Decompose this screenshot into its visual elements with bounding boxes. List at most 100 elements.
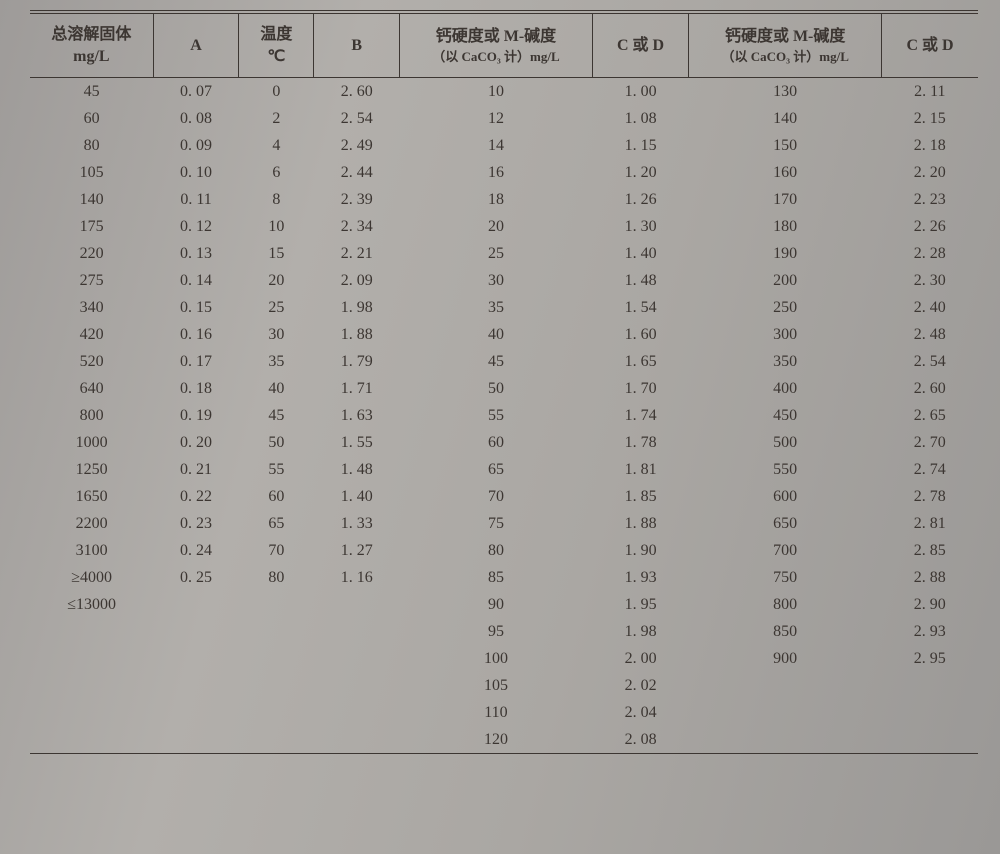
table-row: 3400. 15251. 98351. 542502. 40 (30, 294, 978, 321)
table-cell: 1. 48 (592, 267, 688, 294)
table-cell: 4 (239, 132, 314, 159)
table-row: 10000. 20501. 55601. 785002. 70 (30, 429, 978, 456)
table-cell: 2. 48 (882, 321, 978, 348)
table-cell: 2. 54 (314, 105, 400, 132)
col-header-CD2-line1: C 或 D (884, 35, 976, 57)
table-cell: 1. 71 (314, 375, 400, 402)
table-cell: 400 (689, 375, 882, 402)
data-table: 总溶解固体 mg/L A 温度 ℃ B 钙硬度或 M-碱度 （以 CaCO₃ 计… (30, 10, 978, 754)
table-cell (30, 672, 153, 699)
table-cell: 70 (400, 483, 593, 510)
table-cell: 50 (239, 429, 314, 456)
table-cell: 25 (239, 294, 314, 321)
table-cell: 640 (30, 375, 153, 402)
table-cell: 2. 26 (882, 213, 978, 240)
table-cell: 2. 95 (882, 645, 978, 672)
table-cell: 110 (400, 699, 593, 726)
table-row: 800. 0942. 49141. 151502. 18 (30, 132, 978, 159)
table-cell: 2. 65 (882, 402, 978, 429)
table-cell: 1650 (30, 483, 153, 510)
col-header-cacd1-line2: （以 CaCO₃ 计）mg/L (402, 48, 590, 66)
table-cell: 0. 18 (153, 375, 239, 402)
table-cell: ≤13000 (30, 591, 153, 618)
table-cell: 1. 00 (592, 78, 688, 106)
table-cell: 2. 49 (314, 132, 400, 159)
table-cell: 60 (239, 483, 314, 510)
table-cell: 2. 81 (882, 510, 978, 537)
table-cell: 12 (400, 105, 593, 132)
table-row: 4200. 16301. 88401. 603002. 48 (30, 321, 978, 348)
table-cell: 160 (689, 159, 882, 186)
col-header-cacd1-line1: 钙硬度或 M-碱度 (402, 26, 590, 48)
table-cell (239, 618, 314, 645)
table-cell: 300 (689, 321, 882, 348)
col-header-temp-line1: 温度 (241, 24, 311, 46)
table-cell: 50 (400, 375, 593, 402)
table-cell (689, 672, 882, 699)
table-cell: 0. 11 (153, 186, 239, 213)
table-cell: 2. 00 (592, 645, 688, 672)
table-cell: 600 (689, 483, 882, 510)
table-cell: 650 (689, 510, 882, 537)
col-header-B: B (314, 12, 400, 78)
table-cell: 1. 88 (314, 321, 400, 348)
table-row: 1400. 1182. 39181. 261702. 23 (30, 186, 978, 213)
table-cell: 1. 16 (314, 564, 400, 591)
table-cell: 75 (400, 510, 593, 537)
table-cell: 0. 13 (153, 240, 239, 267)
col-header-cacd2: 钙硬度或 M-碱度 （以 CaCO₃ 计）mg/L (689, 12, 882, 78)
table-cell: 14 (400, 132, 593, 159)
table-cell: 1. 63 (314, 402, 400, 429)
table-cell: 3100 (30, 537, 153, 564)
table-cell (689, 726, 882, 754)
table-cell: 2. 08 (592, 726, 688, 754)
table-cell (239, 726, 314, 754)
table-row: 1202. 08 (30, 726, 978, 754)
table-cell: 1. 20 (592, 159, 688, 186)
table-cell: 1. 93 (592, 564, 688, 591)
table-cell: 0. 24 (153, 537, 239, 564)
table-cell: 55 (239, 456, 314, 483)
table-cell (689, 699, 882, 726)
table-cell: 1000 (30, 429, 153, 456)
table-row: 2200. 13152. 21251. 401902. 28 (30, 240, 978, 267)
table-cell: 750 (689, 564, 882, 591)
table-cell: 1. 79 (314, 348, 400, 375)
table-cell (239, 672, 314, 699)
table-cell: 105 (400, 672, 593, 699)
table-cell: 200 (689, 267, 882, 294)
table-cell: 2. 70 (882, 429, 978, 456)
table-cell: 1. 08 (592, 105, 688, 132)
table-cell: 800 (689, 591, 882, 618)
table-cell (239, 591, 314, 618)
table-cell: 0. 19 (153, 402, 239, 429)
table-cell: 1. 85 (592, 483, 688, 510)
table-row: 16500. 22601. 40701. 856002. 78 (30, 483, 978, 510)
table-cell: 70 (239, 537, 314, 564)
table-cell: 1. 30 (592, 213, 688, 240)
table-cell: 2. 30 (882, 267, 978, 294)
table-cell: 140 (30, 186, 153, 213)
table-cell: 850 (689, 618, 882, 645)
table-cell: 45 (30, 78, 153, 106)
table-cell: 40 (400, 321, 593, 348)
table-cell: 340 (30, 294, 153, 321)
table-row: ≥40000. 25801. 16851. 937502. 88 (30, 564, 978, 591)
table-cell: 2. 20 (882, 159, 978, 186)
table-cell: 800 (30, 402, 153, 429)
table-cell: 0. 17 (153, 348, 239, 375)
table-cell: 45 (239, 402, 314, 429)
table-cell (153, 726, 239, 754)
table-cell: 2. 34 (314, 213, 400, 240)
table-row: 951. 988502. 93 (30, 618, 978, 645)
col-header-temp-line2: ℃ (241, 46, 311, 68)
table-cell: 1. 55 (314, 429, 400, 456)
table-cell: 1. 74 (592, 402, 688, 429)
table-cell (882, 726, 978, 754)
table-row: 6400. 18401. 71501. 704002. 60 (30, 375, 978, 402)
col-header-cacd2-line1: 钙硬度或 M-碱度 (691, 26, 879, 48)
table-cell: 2. 21 (314, 240, 400, 267)
table-row: 22000. 23651. 33751. 886502. 81 (30, 510, 978, 537)
table-row: 5200. 17351. 79451. 653502. 54 (30, 348, 978, 375)
table-cell: 1. 88 (592, 510, 688, 537)
